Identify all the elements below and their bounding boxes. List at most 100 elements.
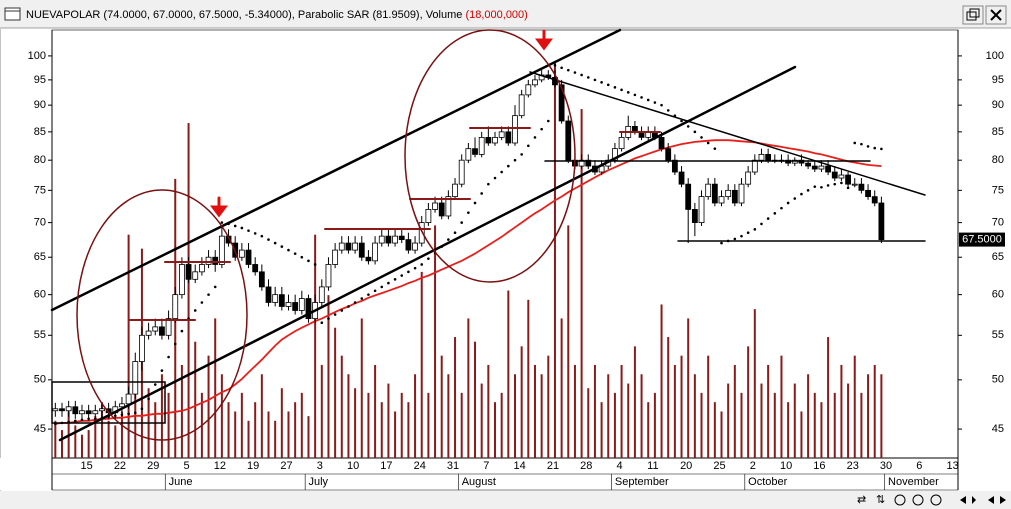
moving-average-line — [55, 139, 882, 425]
candle-body — [372, 242, 378, 262]
candle-body — [878, 202, 885, 240]
sar-dot — [766, 217, 770, 220]
candle-body — [278, 294, 285, 307]
volume-bar — [573, 364, 576, 458]
y-tick-label-right: 95 — [992, 74, 1004, 86]
scroll-icon[interactable]: ⇅ — [876, 494, 885, 506]
sar-dot — [646, 98, 650, 102]
candle-body — [385, 235, 392, 244]
candle-body — [865, 189, 871, 198]
y-tick-label-left: 100 — [28, 50, 46, 62]
sar-dot — [600, 81, 603, 84]
zoom-reset-icon[interactable] — [930, 494, 942, 506]
candle-body — [332, 249, 339, 265]
volume-bar — [700, 392, 703, 458]
sar-dot — [746, 231, 750, 235]
sar-dot — [400, 274, 404, 277]
candle-body — [612, 148, 618, 161]
candle-body — [838, 174, 845, 179]
sar-dot — [280, 245, 284, 248]
volume-bar — [727, 383, 730, 458]
scroll-icon[interactable]: ⇄ — [857, 494, 866, 506]
volume-bar — [54, 420, 57, 458]
candle-body — [238, 249, 245, 258]
sar-dot — [753, 228, 757, 231]
sar-dot — [826, 184, 830, 187]
sar-dot — [327, 317, 330, 320]
volume-bar — [780, 355, 783, 458]
sar-dot — [180, 329, 184, 333]
zoom-out-icon[interactable] — [912, 494, 924, 506]
candle-body — [578, 159, 585, 167]
x-tick-label: 15 — [81, 460, 93, 472]
y-tick-label-right: 80 — [992, 154, 1004, 166]
sar-dot — [387, 281, 390, 285]
candle-body — [272, 294, 279, 303]
volume-bar — [494, 402, 497, 458]
sar-dot — [520, 153, 523, 156]
month-label: June — [169, 476, 193, 488]
volume-bar — [234, 411, 237, 458]
volume-bar — [613, 392, 616, 458]
sar-dot — [373, 289, 377, 293]
volume-bar — [620, 364, 623, 458]
volume-bar — [767, 364, 770, 458]
volume-bar — [347, 374, 350, 458]
volume-bar — [227, 402, 230, 458]
volume-bar — [107, 420, 110, 458]
zoom-in-icon[interactable] — [894, 494, 906, 506]
volume-bar — [240, 392, 243, 458]
sar-dot — [247, 229, 250, 232]
volume-bar — [467, 318, 470, 458]
volume-bar — [527, 299, 530, 458]
volume-bar — [600, 402, 603, 458]
candle-body — [871, 196, 878, 204]
candle-body — [512, 115, 518, 144]
volume-bar — [80, 434, 83, 458]
restore-icon — [969, 8, 980, 18]
volume-bar — [633, 346, 636, 458]
sar-dot — [353, 301, 357, 304]
sar-dot — [320, 321, 324, 325]
scroll-bar[interactable] — [0, 491, 1011, 509]
sar-dot — [880, 147, 883, 151]
title-main: NUEVAPOLAR (74.0000, 67.0000, 67.5000, -… — [26, 9, 465, 21]
volume-bar — [334, 327, 337, 458]
volume-bar — [660, 304, 663, 458]
x-tick-label: 4 — [617, 460, 623, 472]
candle-body — [845, 174, 851, 185]
volume-bar — [627, 383, 630, 458]
volume-bar — [533, 364, 536, 458]
candle-body — [392, 235, 398, 244]
volume-bar — [307, 416, 310, 458]
y-tick-label-right: 75 — [992, 184, 1004, 196]
sar-dot — [793, 197, 797, 200]
sar-dot — [573, 71, 577, 74]
sar-dot — [240, 226, 244, 230]
volume-bar — [87, 430, 90, 458]
candle-body — [152, 326, 159, 332]
x-tick-label: 12 — [214, 460, 226, 472]
candle-body — [525, 84, 532, 96]
candle-body — [745, 171, 752, 185]
sar-dot — [866, 145, 870, 148]
candle-body — [285, 302, 292, 307]
volume-bar — [740, 392, 743, 458]
candle-body — [145, 330, 152, 336]
volume-bar — [194, 341, 197, 458]
candle-body — [325, 264, 332, 288]
volume-bar — [380, 402, 383, 458]
volume-bar — [833, 392, 836, 458]
volume-bar — [167, 392, 170, 458]
sar-dot — [127, 412, 130, 416]
range-box — [51, 381, 166, 424]
candle-body — [498, 131, 505, 138]
candle-body — [565, 120, 572, 161]
candle-body — [305, 298, 312, 320]
candle-body — [119, 403, 125, 408]
candle-body — [378, 235, 385, 244]
highlight-ellipse — [404, 29, 576, 283]
volume-bar — [553, 62, 556, 458]
